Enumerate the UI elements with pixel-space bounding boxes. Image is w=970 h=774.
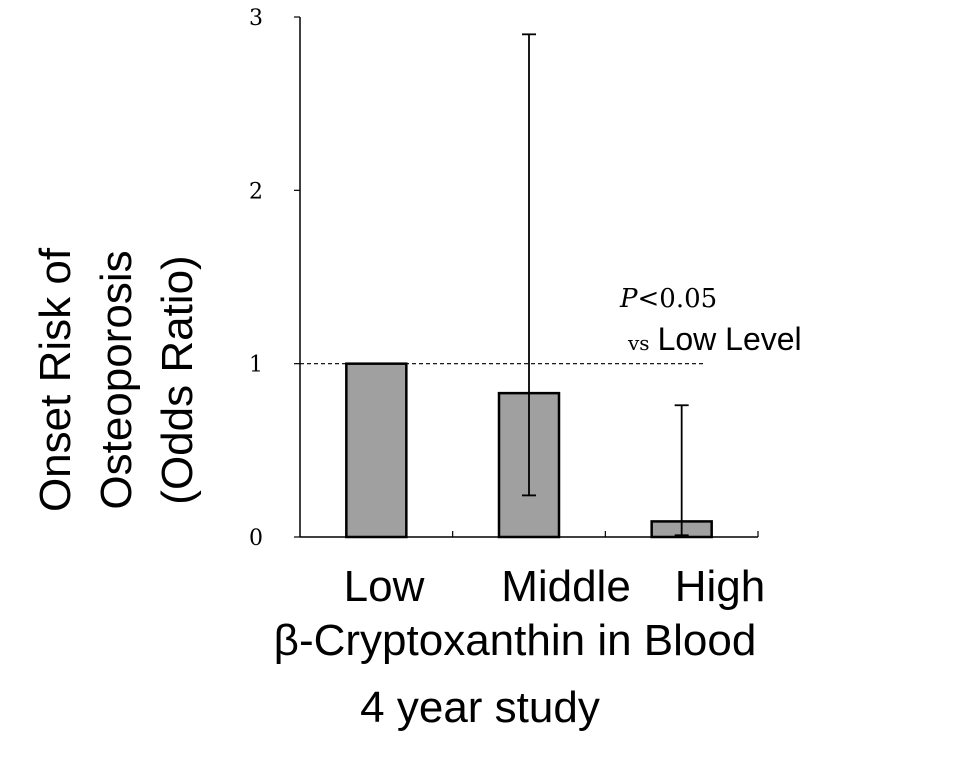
y-tick-label: 0 — [249, 526, 263, 551]
annotation-p-symbol: P — [619, 284, 638, 314]
annotation-vs-label: Low Level — [658, 321, 802, 357]
annotation-vs-prefix: vs — [627, 331, 650, 355]
y-axis-label-line-2: Osteoporosis — [92, 250, 141, 509]
y-tick-label: 2 — [249, 179, 263, 204]
x-axis-label-line-1: β-Cryptoxanthin in Blood — [274, 616, 757, 665]
annotation-vs-low: vs Low Level — [627, 321, 802, 357]
error-bars — [522, 33, 689, 537]
annotation-p-value: P<0.05 — [619, 284, 717, 314]
labels: Low Middle High — [344, 562, 766, 611]
y-axis-label-line-1: Onset Risk of — [31, 247, 80, 512]
x-category-label-low: Low — [344, 562, 425, 611]
x-category-label-middle: Middle — [501, 562, 631, 611]
annotation-p-threshold: <0.05 — [638, 284, 718, 314]
x-axis-label-line-2: 4 year study — [360, 683, 600, 732]
y-axis-label-line-3: (Odds Ratio) — [153, 255, 202, 504]
y-tick-label: 3 — [249, 6, 263, 31]
bar-low — [345, 362, 408, 539]
x-category-label-high: High — [675, 562, 766, 611]
y-tick-label: 1 — [249, 353, 263, 378]
